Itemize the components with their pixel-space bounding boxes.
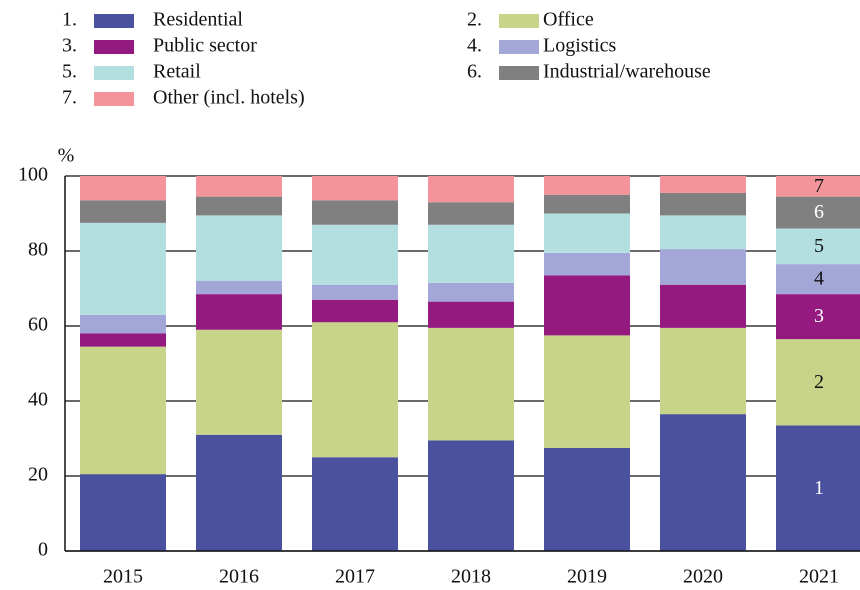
bar-segment bbox=[196, 215, 282, 281]
legend-number: 6. bbox=[467, 61, 482, 83]
legend-number: 5. bbox=[62, 61, 77, 83]
bar-segment bbox=[544, 213, 630, 253]
bar-segment bbox=[660, 176, 746, 193]
bar-segment bbox=[312, 176, 398, 201]
bar-segment bbox=[776, 339, 860, 426]
legend-number: 2. bbox=[467, 9, 482, 31]
bar-segment bbox=[196, 281, 282, 295]
x-tick-label: 2018 bbox=[451, 566, 491, 588]
bar-segment bbox=[776, 294, 860, 340]
segment-label: 6 bbox=[814, 201, 824, 223]
bar-segment bbox=[544, 252, 630, 276]
x-tick-label: 2020 bbox=[683, 566, 723, 588]
legend-swatch bbox=[94, 14, 134, 28]
bar-segment bbox=[80, 222, 166, 315]
bar-segment bbox=[196, 294, 282, 330]
bar-segment bbox=[776, 176, 860, 197]
bar-segment bbox=[312, 457, 398, 551]
bar-segment bbox=[80, 474, 166, 551]
bar-segment bbox=[428, 327, 514, 441]
legend-number: 4. bbox=[467, 35, 482, 57]
bar-segment bbox=[312, 200, 398, 225]
bar-segment bbox=[196, 434, 282, 551]
y-tick-label: 80 bbox=[28, 239, 48, 261]
legend-label: Public sector bbox=[153, 35, 257, 57]
legend-swatch bbox=[94, 66, 134, 80]
legend-label: Retail bbox=[153, 61, 201, 83]
bar-segment bbox=[312, 284, 398, 300]
legend-label: Other (incl. hotels) bbox=[153, 87, 305, 109]
bar-segment bbox=[80, 200, 166, 223]
bar-segment bbox=[660, 215, 746, 250]
bar-segment bbox=[80, 346, 166, 475]
bar-segment bbox=[428, 282, 514, 302]
bar-segment bbox=[660, 249, 746, 285]
bar-segment bbox=[196, 329, 282, 435]
legend-label: Logistics bbox=[543, 35, 617, 57]
legend-swatch bbox=[94, 40, 134, 54]
y-tick-label: 60 bbox=[28, 314, 48, 336]
bar-segment bbox=[312, 299, 398, 323]
bar-segment bbox=[428, 202, 514, 225]
legend-swatch bbox=[499, 40, 539, 54]
legend-number: 7. bbox=[62, 87, 77, 109]
legend-swatch bbox=[94, 92, 134, 106]
segment-label: 2 bbox=[814, 371, 824, 393]
x-tick-label: 2015 bbox=[103, 566, 143, 588]
y-tick-label: 0 bbox=[38, 539, 48, 561]
y-axis-label: % bbox=[58, 145, 75, 167]
bar-segment bbox=[428, 301, 514, 328]
bar-segment bbox=[660, 284, 746, 328]
y-tick-label: 20 bbox=[28, 464, 48, 486]
bar-segment bbox=[80, 176, 166, 201]
bar-segment bbox=[196, 196, 282, 216]
y-tick-label: 40 bbox=[28, 389, 48, 411]
legend-label: Residential bbox=[153, 9, 243, 31]
bar-segment bbox=[660, 414, 746, 551]
legend-number: 3. bbox=[62, 35, 77, 57]
bar-segment bbox=[544, 275, 630, 336]
bar-segment bbox=[80, 333, 166, 347]
legend-number: 1. bbox=[62, 9, 77, 31]
bar-segment bbox=[428, 224, 514, 283]
bar-segment bbox=[544, 194, 630, 214]
legend-swatch bbox=[499, 66, 539, 80]
x-tick-label: 2021 bbox=[799, 566, 839, 588]
bar-segment bbox=[776, 264, 860, 295]
segment-label: 3 bbox=[814, 305, 824, 327]
bar-segment bbox=[312, 322, 398, 458]
segment-label: 4 bbox=[814, 268, 824, 290]
bar-segment bbox=[312, 224, 398, 285]
bar-segment bbox=[544, 176, 630, 195]
bar-segment bbox=[544, 447, 630, 551]
bar-segment bbox=[428, 176, 514, 203]
x-tick-label: 2016 bbox=[219, 566, 259, 588]
segment-label: 1 bbox=[814, 477, 824, 499]
legend-swatch bbox=[499, 14, 539, 28]
legend-label: Office bbox=[543, 9, 594, 31]
bar-segment bbox=[776, 228, 860, 265]
x-tick-label: 2019 bbox=[567, 566, 607, 588]
segment-label: 7 bbox=[814, 175, 824, 197]
x-tick-label: 2017 bbox=[335, 566, 375, 588]
bar-segment bbox=[776, 196, 860, 229]
bar-segment bbox=[660, 327, 746, 415]
bar-segment bbox=[80, 314, 166, 334]
bar-segment bbox=[776, 425, 860, 551]
y-tick-label: 100 bbox=[18, 164, 48, 186]
bar-segment bbox=[544, 335, 630, 448]
bar-segment bbox=[196, 176, 282, 197]
bar-segment bbox=[660, 192, 746, 216]
bar-segment bbox=[428, 440, 514, 551]
segment-label: 5 bbox=[814, 235, 824, 257]
legend-label: Industrial/warehouse bbox=[543, 61, 711, 83]
